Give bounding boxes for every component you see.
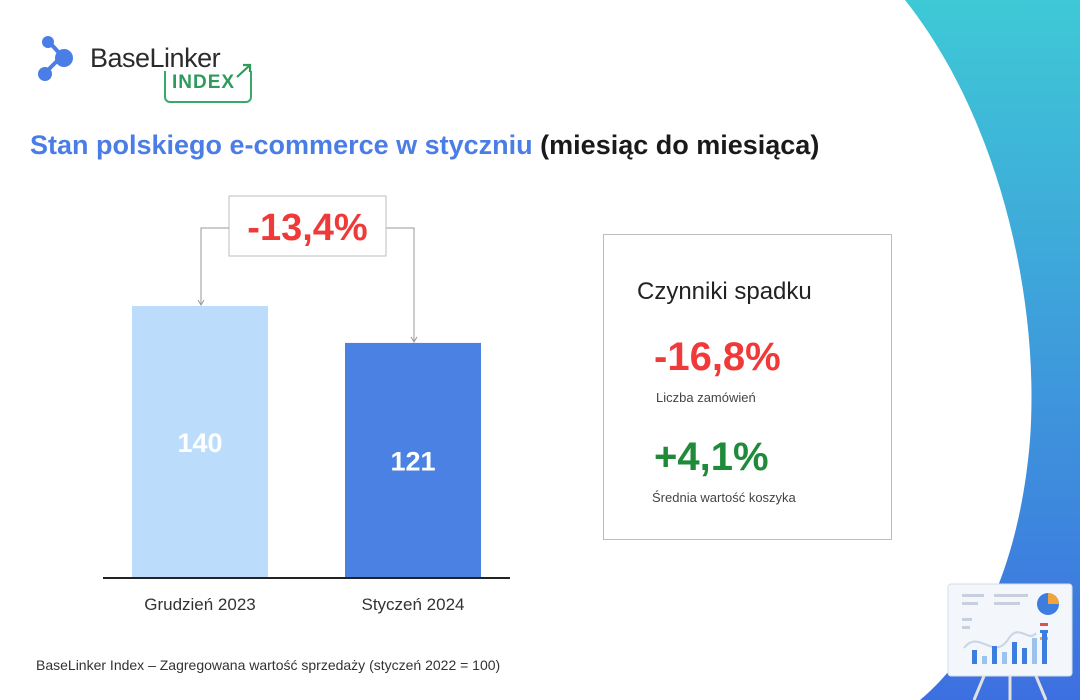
factors-title: Czynniki spadku — [637, 278, 812, 305]
title-rest: (miesiąc do miesiąca) — [540, 130, 820, 160]
factors-panel: Czynniki spadku -16,8% Liczba zamówień +… — [603, 234, 892, 540]
category-label-2: Styczeń 2024 — [361, 595, 464, 614]
presentation-board-icon — [947, 583, 1073, 700]
brand-name: BaseLinker — [90, 43, 221, 73]
factor-basket-label: Średnia wartość koszyka — [652, 490, 796, 505]
bar-value-label-2: 121 — [390, 446, 435, 476]
change-label: -13,4% — [247, 207, 367, 249]
molecule-logo-icon — [38, 36, 73, 81]
factor-orders-value: -16,8% — [654, 335, 781, 379]
page-title: Stan polskiego e-commerce w styczniu (mi… — [30, 130, 819, 161]
connector-left-arrow — [197, 299, 205, 306]
factor-orders-label: Liczba zamówień — [656, 390, 756, 405]
brand-logo: BaseLinker INDEX — [36, 34, 266, 104]
change-box — [228, 195, 387, 257]
brand-index-tag: INDEX — [164, 63, 252, 103]
category-label-1: Grudzień 2023 — [144, 595, 256, 614]
bar-value-label-1: 140 — [177, 428, 222, 458]
bar-2 — [345, 342, 481, 578]
factor-basket-value: +4,1% — [654, 435, 769, 479]
connector-right-arrow — [410, 336, 418, 343]
connector-right — [386, 227, 415, 341]
trend-arrow-icon — [236, 63, 252, 78]
brand-index-text: INDEX — [172, 72, 236, 93]
bar-1 — [132, 306, 268, 578]
connector-left — [200, 227, 229, 304]
footnote: BaseLinker Index – Zagregowana wartość s… — [36, 657, 501, 673]
title-highlight: Stan polskiego e-commerce w styczniu — [30, 130, 533, 160]
